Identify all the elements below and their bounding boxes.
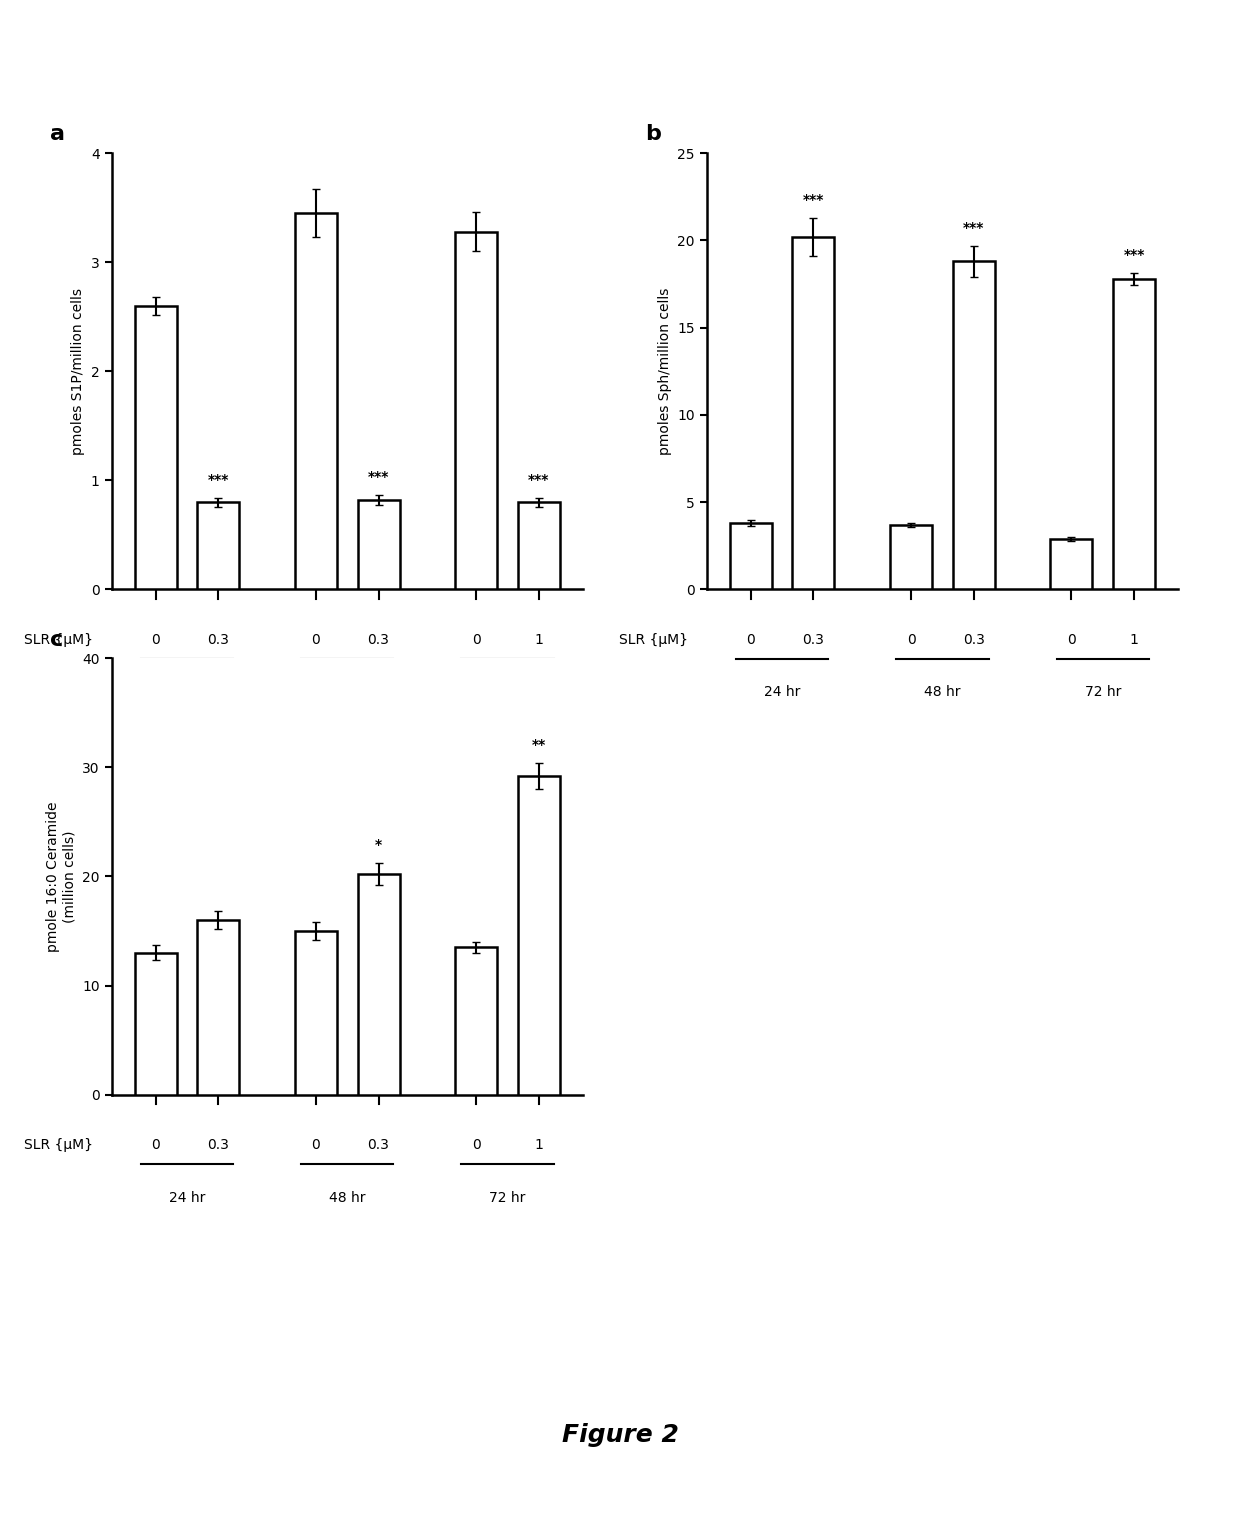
Text: 24 hr: 24 hr	[764, 686, 800, 700]
Text: ***: ***	[1123, 248, 1145, 262]
Bar	[518, 502, 560, 589]
Bar	[455, 948, 497, 1095]
Text: 0.3: 0.3	[802, 634, 825, 648]
Bar	[357, 874, 399, 1095]
Bar	[357, 501, 399, 589]
Text: ***: ***	[963, 220, 985, 234]
Text: 0.3: 0.3	[367, 634, 389, 648]
Text: ***: ***	[528, 473, 549, 487]
Text: 0: 0	[311, 1139, 320, 1153]
Text: 0: 0	[311, 634, 320, 648]
Bar	[952, 262, 994, 589]
Text: ***: ***	[368, 470, 389, 484]
Bar	[792, 237, 835, 589]
Bar	[197, 502, 239, 589]
Text: 0: 0	[1068, 634, 1076, 648]
Bar	[295, 931, 337, 1095]
Text: SLR {μM}: SLR {μM}	[24, 634, 93, 648]
Text: 0.3: 0.3	[207, 634, 229, 648]
Text: 0.3: 0.3	[962, 634, 985, 648]
Text: SLR {μM}: SLR {μM}	[619, 634, 688, 648]
Text: b: b	[646, 124, 661, 144]
Text: 48 hr: 48 hr	[924, 686, 961, 700]
Text: a: a	[51, 124, 66, 144]
Text: 1: 1	[534, 634, 543, 648]
Text: 48 hr: 48 hr	[329, 686, 366, 700]
Bar	[197, 920, 239, 1095]
Bar	[134, 952, 176, 1095]
Bar	[455, 231, 497, 589]
Bar	[295, 213, 337, 589]
Y-axis label: pmoles Sph/million cells: pmoles Sph/million cells	[657, 288, 672, 455]
Bar	[890, 525, 932, 589]
Text: 1: 1	[534, 1139, 543, 1153]
Text: c: c	[51, 629, 63, 649]
Text: 72 hr: 72 hr	[490, 1191, 526, 1205]
Text: 48 hr: 48 hr	[329, 1191, 366, 1205]
Text: 0.3: 0.3	[367, 1139, 389, 1153]
Text: 0: 0	[472, 1139, 481, 1153]
Text: **: **	[532, 738, 546, 752]
Bar	[1114, 279, 1156, 589]
Text: 0: 0	[151, 1139, 160, 1153]
Text: 24 hr: 24 hr	[169, 1191, 205, 1205]
Bar	[518, 776, 560, 1095]
Text: 0.3: 0.3	[207, 1139, 229, 1153]
Text: 72 hr: 72 hr	[1085, 686, 1121, 700]
Bar	[134, 306, 176, 589]
Y-axis label: pmole 16:0 Ceramide
(million cells): pmole 16:0 Ceramide (million cells)	[46, 801, 77, 952]
Text: 0: 0	[906, 634, 915, 648]
Text: 0: 0	[746, 634, 755, 648]
Y-axis label: pmoles S1P/million cells: pmoles S1P/million cells	[72, 288, 86, 455]
Text: *: *	[374, 839, 382, 853]
Bar	[1050, 539, 1092, 589]
Text: Figure 2: Figure 2	[562, 1422, 678, 1447]
Text: 72 hr: 72 hr	[490, 686, 526, 700]
Text: 1: 1	[1130, 634, 1138, 648]
Text: ***: ***	[802, 193, 825, 207]
Bar	[729, 524, 771, 589]
Text: SLR {μM}: SLR {μM}	[24, 1139, 93, 1153]
Text: 0: 0	[151, 634, 160, 648]
Text: ***: ***	[207, 473, 229, 487]
Text: 0: 0	[472, 634, 481, 648]
Text: 24 hr: 24 hr	[169, 686, 205, 700]
